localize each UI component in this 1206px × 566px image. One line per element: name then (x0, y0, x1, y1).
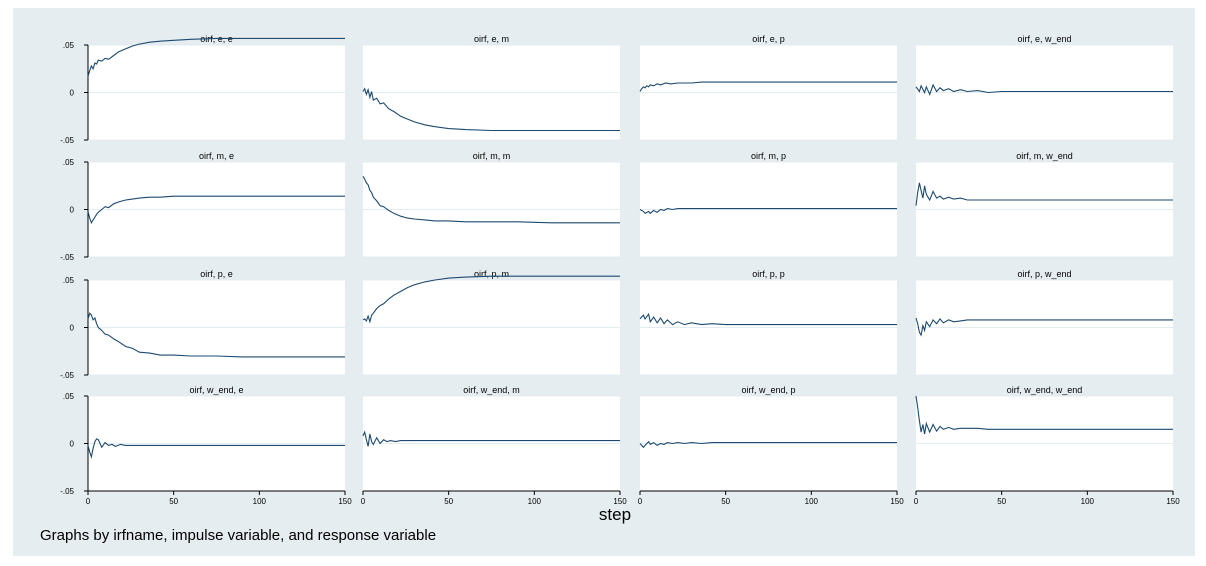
irf-line (87, 195, 345, 225)
panel-strip (363, 33, 620, 44)
panel-title: oirf, w_end, p (741, 385, 795, 395)
panel-title: oirf, m, w_end (1016, 151, 1073, 161)
x-tick-label: 100 (253, 497, 267, 506)
irf-line (87, 312, 345, 358)
x-tick-label: 100 (1081, 497, 1095, 506)
y-tick-label: 0 (70, 206, 75, 215)
x-axis-title: step (598, 505, 632, 524)
irf-line (362, 275, 620, 324)
x-tick-label: 150 (890, 497, 904, 506)
panel-strip (88, 384, 345, 395)
panel-title: oirf, p, p (752, 269, 785, 279)
y-tick-label: .05 (63, 276, 75, 285)
panel-title: oirf, w_end, m (463, 385, 520, 395)
panel-strip (916, 33, 1173, 44)
panel-strip (88, 150, 345, 161)
irf-line (362, 87, 620, 132)
panel-title: oirf, w_end, w_end (1007, 385, 1083, 395)
irf-line (362, 176, 620, 224)
x-tick-label: 150 (613, 497, 627, 506)
y-tick-label: 0 (70, 324, 75, 333)
x-tick-label: 0 (86, 497, 91, 506)
panel-strip (640, 384, 897, 395)
panel-title: oirf, e, p (752, 34, 785, 44)
panel-title: oirf, p, m (474, 269, 509, 279)
panel-strip (916, 268, 1173, 279)
y-tick-label: 0 (70, 89, 75, 98)
y-tick-label: -.05 (60, 253, 74, 262)
panel-title: oirf, m, m (473, 151, 511, 161)
irf-line (915, 395, 1173, 435)
panel-title: oirf, e, m (474, 34, 509, 44)
x-tick-label: 50 (444, 497, 453, 506)
x-tick-label: 50 (721, 497, 730, 506)
x-tick-label: 150 (1166, 497, 1180, 506)
y-tick-label: .05 (63, 392, 75, 401)
panel-strip (363, 150, 620, 161)
irf-line (915, 83, 1173, 96)
x-tick-label: 150 (338, 497, 352, 506)
irf-line (639, 440, 897, 449)
irf-line (639, 312, 897, 326)
panel-strip (916, 384, 1173, 395)
panel-title: oirf, e, w_end (1017, 34, 1071, 44)
y-tick-label: 0 (70, 440, 75, 449)
panel-strip (363, 268, 620, 279)
x-tick-label: 100 (805, 497, 819, 506)
x-tick-label: 0 (914, 497, 919, 506)
panel-title: oirf, m, p (751, 151, 786, 161)
y-tick-label: -.05 (60, 487, 74, 496)
irf-line (639, 81, 897, 92)
graph-note: Graphs by irfname, impulse variable, and… (40, 527, 437, 544)
panel-strip (916, 150, 1173, 161)
panel-title: oirf, e, e (200, 34, 233, 44)
irf-line (915, 317, 1173, 337)
x-tick-label: 50 (997, 497, 1006, 506)
y-tick-label: -.05 (60, 371, 74, 380)
irf-line (87, 438, 345, 459)
x-tick-label: 0 (638, 497, 643, 506)
irf-line (915, 182, 1173, 206)
y-tick-label: .05 (63, 41, 75, 50)
panel-strip (88, 268, 345, 279)
y-tick-label: -.05 (60, 136, 74, 145)
panel-title: oirf, p, w_end (1017, 269, 1071, 279)
irf-line (639, 208, 897, 215)
panel-title: oirf, m, e (199, 151, 234, 161)
x-tick-label: 100 (528, 497, 542, 506)
irf-line (87, 37, 345, 77)
panel-strip (640, 33, 897, 44)
panel-strip (640, 150, 897, 161)
x-tick-label: 50 (169, 497, 178, 506)
panel-strip (363, 384, 620, 395)
panel-strip (640, 268, 897, 279)
panel-title: oirf, w_end, e (189, 385, 243, 395)
irf-line (362, 430, 620, 447)
x-tick-label: 0 (361, 497, 366, 506)
panel-title: oirf, p, e (200, 269, 233, 279)
y-tick-label: .05 (63, 158, 75, 167)
